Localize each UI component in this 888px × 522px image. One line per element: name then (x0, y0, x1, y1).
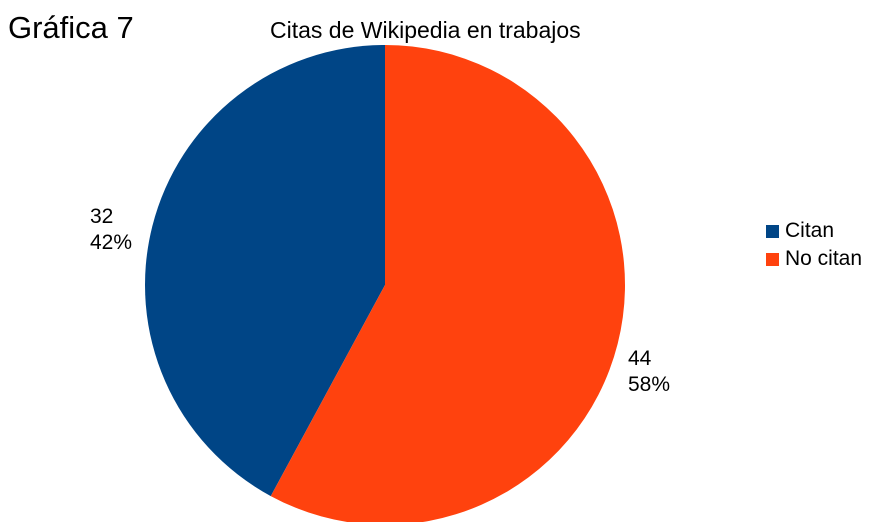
pie-slice-no-citan (270, 45, 625, 522)
data-label-no-citan: 44 58% (628, 346, 670, 398)
figure-heading: Gráfica 7 (8, 10, 134, 45)
data-label-citan: 32 42% (90, 204, 132, 256)
pie-slices (144, 44, 625, 522)
slice-value-citan: 32 (90, 205, 114, 228)
legend-item-citan: Citan (766, 217, 862, 245)
legend: Citan No citan (766, 217, 862, 273)
legend-swatch-no-citan (766, 252, 779, 266)
legend-label-citan: Citan (785, 219, 835, 242)
slice-value-no-citan: 44 (628, 347, 652, 370)
slice-percent-no-citan: 58% (628, 373, 671, 396)
legend-label-no-citan: No citan (785, 247, 863, 270)
legend-swatch-citan (766, 224, 779, 238)
legend-item-no-citan: No citan (766, 245, 862, 273)
chart-title: Citas de Wikipedia en trabajos (270, 17, 581, 43)
pie-slice-citan (144, 44, 385, 497)
slice-percent-citan: 42% (90, 231, 133, 254)
